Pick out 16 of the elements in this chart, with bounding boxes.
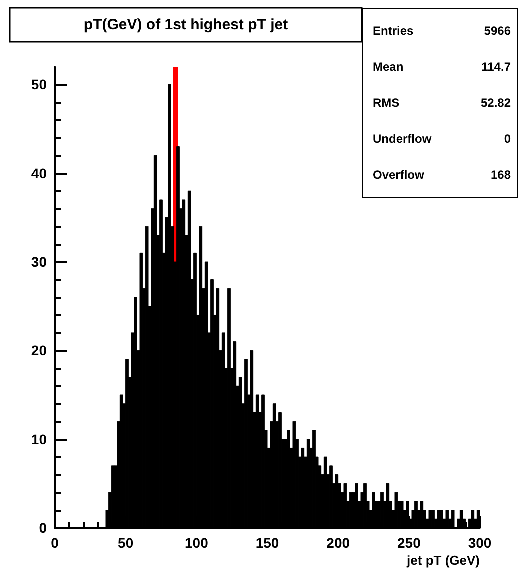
x-tick-label: 100: [184, 535, 209, 551]
x-axis-title: jet pT (GeV): [406, 553, 480, 568]
y-tick-label: 50: [31, 76, 48, 93]
y-tick-label: 20: [31, 342, 48, 359]
x-tick-label: 0: [51, 535, 60, 551]
y-tick-label: 40: [31, 165, 48, 182]
y-tick-label: 0: [39, 520, 48, 536]
x-tick-label: 50: [118, 535, 134, 551]
chart-title: pT(GeV) of 1st highest pT jet: [84, 16, 288, 34]
x-tick-label: 200: [326, 535, 350, 551]
y-tick-label: 30: [31, 254, 48, 270]
x-tick-label: 250: [397, 535, 422, 551]
stats-box: Entries 5966 Mean 114.7 RMS 52.82 Underflow 0 Overflow 168: [362, 8, 518, 198]
x-tick-label: 150: [256, 535, 280, 551]
x-tick-label: 300: [468, 535, 492, 551]
y-tick-label: 10: [31, 431, 48, 448]
